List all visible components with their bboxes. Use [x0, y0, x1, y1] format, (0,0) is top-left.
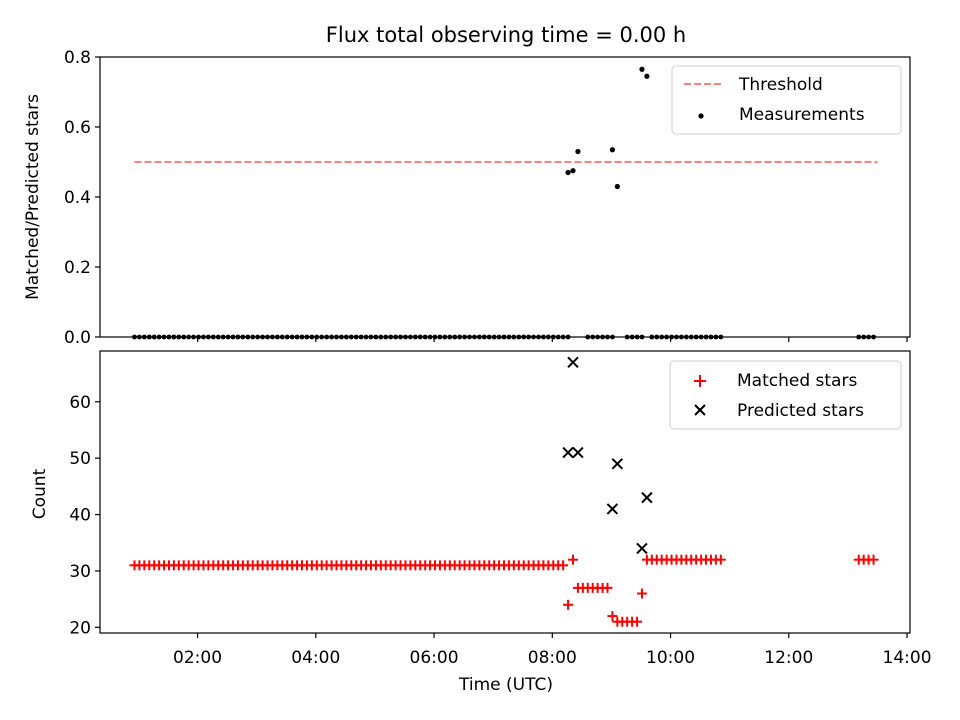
bottom-xtick-label: 02:00	[173, 648, 222, 668]
predicted-point	[641, 491, 653, 504]
predicted-point	[572, 446, 584, 459]
predicted-point	[606, 503, 619, 515]
predicted-point	[636, 542, 648, 555]
matched-point	[868, 554, 879, 565]
top-ytick-label: 0.0	[64, 328, 91, 348]
predicted-point	[567, 356, 579, 368]
bottom-xtick-label: 10:00	[646, 648, 695, 668]
chart-title: Flux total observing time = 0.00 h	[326, 23, 686, 47]
measurement-point	[644, 73, 650, 79]
predicted-point	[562, 446, 574, 459]
bottom-ytick-label: 40	[69, 506, 91, 526]
bottom-axes-frame	[99, 350, 911, 634]
predicted-point	[611, 458, 624, 470]
top-legend: Threshold Measurements	[671, 65, 902, 135]
top-yticks: 0.0 0.2 0.4 0.6 0.8	[64, 48, 100, 348]
measurement-point	[639, 66, 645, 72]
bottom-yticks: 20 30 40 50 60	[69, 393, 100, 638]
measurements-legend-swatch	[698, 113, 704, 119]
bottom-ylabel: Count	[30, 468, 50, 519]
bottom-xtick-label: 12:00	[764, 648, 813, 668]
matched-point	[632, 616, 643, 627]
measurement-point	[570, 168, 576, 174]
bottom-panel: 20 30 40 50 60 02:00 04:00 06:00 08:00 10:00 12:0…	[30, 350, 932, 695]
bottom-legend: Matched stars Predicted stars	[669, 360, 902, 430]
matched-point	[563, 599, 574, 610]
top-ytick-label: 0.2	[64, 258, 91, 278]
bottom-xtick-label: 08:00	[528, 648, 577, 668]
matched-point	[558, 560, 569, 571]
threshold-legend-label: Threshold	[738, 75, 823, 95]
predicted-legend-swatch	[694, 404, 706, 416]
top-marks-layer	[132, 66, 878, 340]
bottom-xtick-label: 14:00	[883, 648, 932, 668]
matched-point	[602, 582, 613, 593]
matched-legend-label: Matched stars	[737, 371, 857, 391]
bottom-ytick-label: 20	[69, 618, 91, 638]
bottom-xticks: 02:00 04:00 06:00 08:00 10:00 12:00 14:00	[173, 633, 932, 668]
top-xticks	[196, 337, 908, 342]
bottom-ytick-label: 50	[69, 449, 91, 469]
matched-point	[715, 554, 726, 565]
matched-legend-swatch	[694, 375, 706, 387]
matched-point	[636, 588, 647, 599]
bottom-xlabel: Time (UTC)	[458, 675, 553, 695]
measurements-legend-label: Measurements	[739, 105, 865, 125]
matched-point	[567, 554, 578, 565]
bottom-xtick-label: 06:00	[410, 648, 459, 668]
measurement-point	[575, 148, 581, 155]
measurement-point	[565, 169, 571, 176]
top-ytick-label: 0.8	[64, 48, 91, 68]
bottom-ytick-label: 30	[69, 562, 91, 582]
top-legend-box	[671, 65, 902, 135]
top-ytick-label: 0.4	[64, 188, 91, 208]
bottom-xtick-label: 04:00	[291, 648, 340, 668]
bottom-legend-box	[669, 360, 902, 430]
bottom-marks-layer	[129, 356, 879, 627]
top-ytick-label: 0.6	[64, 118, 91, 138]
top-ylabel: Matched/Predicted stars	[23, 94, 43, 300]
bottom-ytick-label: 60	[69, 393, 91, 413]
top-panel: 0.00.20.40.60.8 Matched/Predicted stars …	[23, 48, 911, 348]
predicted-legend-label: Predicted stars	[737, 401, 864, 421]
matched-point	[607, 611, 618, 622]
measurement-point	[614, 183, 620, 190]
measurement-point	[609, 147, 616, 153]
